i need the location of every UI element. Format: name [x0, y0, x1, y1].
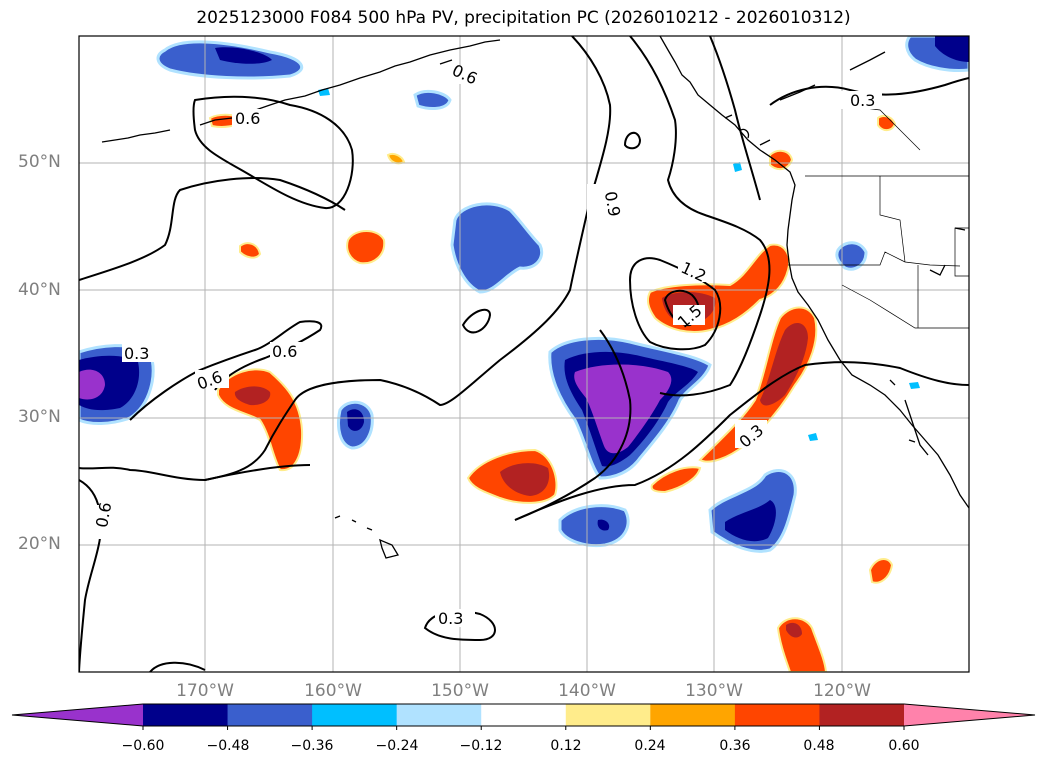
lon-label: 120°W	[813, 681, 871, 701]
contour-label: 0.6	[272, 342, 297, 361]
anomaly-blob	[558, 504, 630, 548]
lon-label: 140°W	[558, 681, 616, 701]
lat-label: 40°N	[18, 280, 61, 300]
colorbar-under-arrow	[12, 704, 143, 726]
colorbar-tick-label: −0.60	[121, 738, 165, 754]
anomaly-blob	[808, 433, 818, 441]
anomaly-blob	[909, 382, 920, 389]
colorbar-tick-label: 0.60	[888, 738, 920, 754]
lon-label: 170°W	[176, 681, 234, 701]
anomaly-blob	[500, 463, 550, 496]
anomaly-blob	[239, 242, 262, 259]
colorbar-segment	[650, 704, 736, 726]
contour-label: 0.6	[92, 501, 115, 529]
anomaly-blob	[450, 202, 544, 294]
colorbar-segment	[481, 704, 567, 726]
anomaly-blob	[877, 115, 897, 132]
lon-label: 160°W	[304, 681, 362, 701]
map-title: 2025123000 F084 500 hPa PV, precipitatio…	[196, 8, 851, 28]
contour-label: 0.3	[850, 91, 875, 110]
lat-label: 50°N	[18, 152, 61, 172]
colorbar	[11, 703, 1036, 730]
colorbar-tick-label: 0.12	[550, 738, 582, 754]
map-plot-area: 0.6 0.6 0.3 0.6 0.6 0.3 0.9 1.2 1.5 0.3 …	[79, 36, 969, 672]
anomaly-blob	[234, 386, 271, 406]
lon-label: 130°W	[685, 681, 743, 701]
anomaly-blob	[413, 89, 452, 110]
colorbar-segment	[312, 704, 398, 726]
colorbar-segment	[143, 704, 229, 726]
colorbar-over-arrow	[904, 704, 1035, 726]
lat-label: 30°N	[18, 407, 61, 427]
anomaly-blob	[597, 519, 610, 531]
anomaly-blob	[935, 36, 969, 62]
colorbar-tick-label: 0.24	[634, 738, 666, 754]
graticule	[79, 36, 969, 672]
political-borders	[788, 104, 969, 329]
contour-label: 0.3	[124, 344, 149, 363]
colorbar-tick-label: −0.24	[375, 738, 419, 754]
colorbar-segment	[819, 704, 905, 726]
contour-label: 0.9	[601, 190, 624, 218]
anomaly-blob	[346, 230, 386, 265]
anomaly-blob	[733, 162, 742, 172]
lon-label: 150°W	[431, 681, 489, 701]
colorbar-tick-label: −0.12	[459, 738, 503, 754]
negative-anomaly-areas	[79, 36, 969, 553]
anomaly-blob	[347, 409, 364, 431]
anomaly-blob	[760, 323, 808, 406]
anomaly-blob	[79, 369, 105, 400]
colorbar-segment	[396, 704, 482, 726]
anomaly-blob	[215, 47, 272, 64]
anomaly-blob	[835, 241, 868, 271]
map-frame	[78, 35, 970, 673]
contour-label: 0.6	[235, 109, 260, 128]
anomaly-blob	[650, 466, 702, 494]
colorbar-tick-label: −0.48	[206, 738, 250, 754]
colorbar-segment	[565, 704, 651, 726]
colorbar-segment	[734, 704, 820, 726]
anomaly-blob	[386, 152, 406, 165]
colorbar-tick-label: 0.48	[803, 738, 835, 754]
lat-label: 20°N	[18, 534, 61, 554]
anomaly-blob	[769, 149, 794, 171]
colorbar-segment	[227, 704, 313, 726]
colorbar-tick-label: 0.36	[719, 738, 751, 754]
anomaly-blob	[574, 364, 672, 454]
contour-label: 0.3	[438, 609, 463, 628]
anomaly-blob	[786, 622, 802, 638]
anomaly-blob	[868, 558, 894, 584]
anomaly-blob	[725, 500, 776, 542]
contour-labels	[96, 66, 882, 627]
colorbar-tick-label: −0.36	[290, 738, 334, 754]
